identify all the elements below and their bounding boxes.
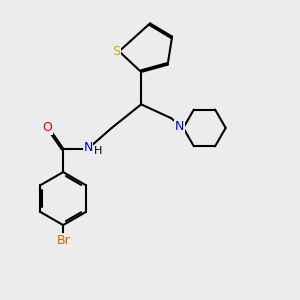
Text: N: N [175, 120, 184, 133]
Text: H: H [94, 146, 103, 156]
Text: O: O [43, 122, 52, 134]
Text: S: S [112, 45, 120, 58]
Text: N: N [83, 141, 93, 154]
Text: Br: Br [56, 234, 70, 247]
